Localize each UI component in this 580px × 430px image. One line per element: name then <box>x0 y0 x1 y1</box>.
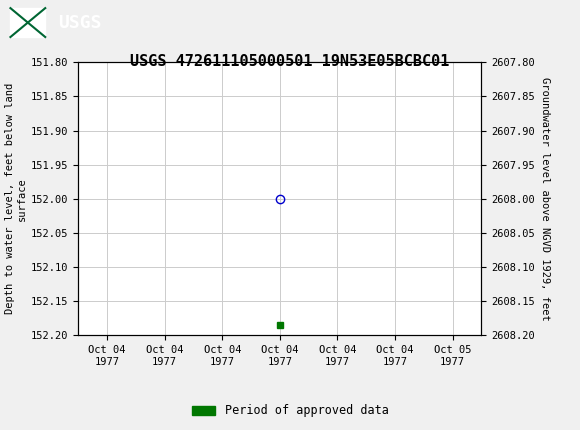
Y-axis label: Groundwater level above NGVD 1929, feet: Groundwater level above NGVD 1929, feet <box>541 77 550 321</box>
Text: USGS 472611105000501 19N53E05BCBC01: USGS 472611105000501 19N53E05BCBC01 <box>130 54 450 69</box>
Text: USGS: USGS <box>58 14 102 31</box>
FancyBboxPatch shape <box>10 8 45 37</box>
Y-axis label: Depth to water level, feet below land
surface: Depth to water level, feet below land su… <box>5 83 27 314</box>
Legend: Period of approved data: Period of approved data <box>187 399 393 422</box>
